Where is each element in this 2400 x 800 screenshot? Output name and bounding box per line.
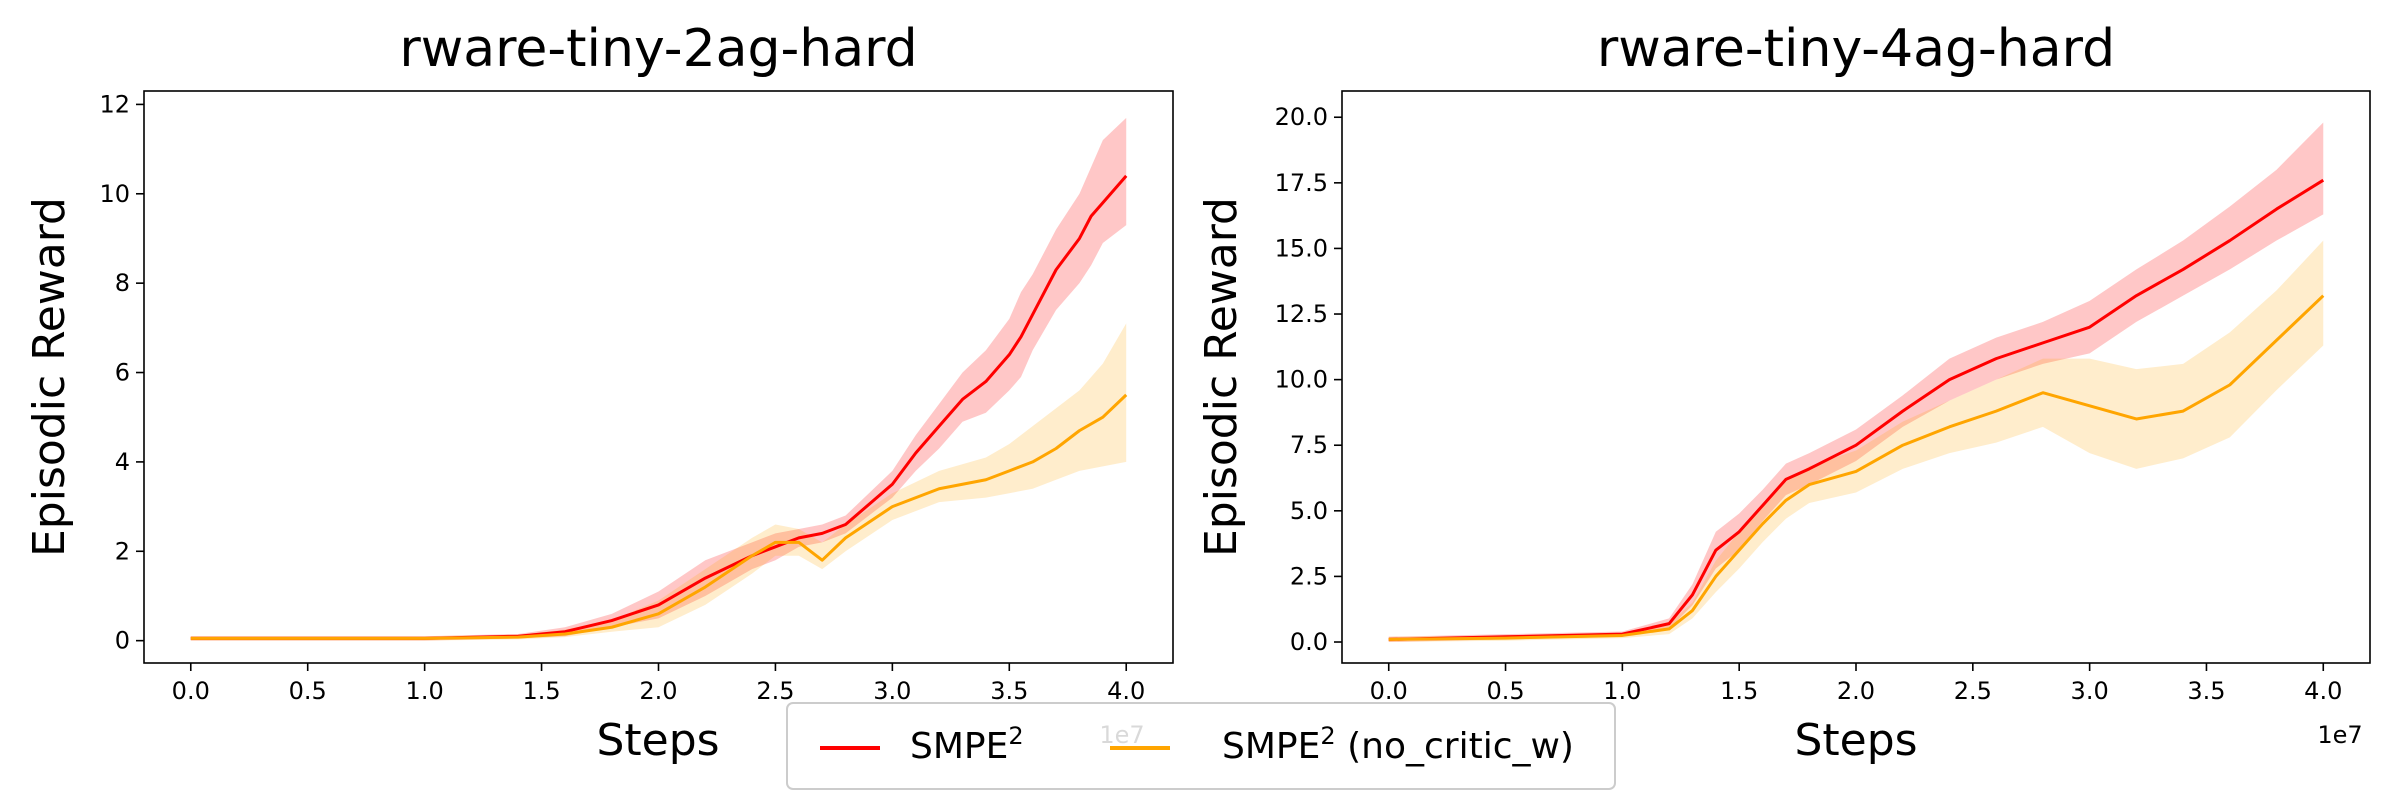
y-tick-label: 4 [115, 448, 130, 476]
y-tick-label: 0.0 [1290, 628, 1328, 656]
y-tick-label: 12 [99, 90, 130, 118]
x-tick-label: 2.0 [1837, 677, 1875, 705]
x-tick-label: 4.0 [1107, 677, 1145, 705]
legend-frame [786, 702, 1616, 790]
x-tick-label: 3.5 [2187, 677, 2225, 705]
x-tick-label: 0.0 [1370, 677, 1408, 705]
x-tick-label: 3.5 [990, 677, 1028, 705]
chart-title: rware-tiny-4ag-hard [1597, 19, 2115, 79]
y-tick-label: 12.5 [1275, 300, 1328, 328]
y-tick-label: 10.0 [1275, 366, 1328, 394]
y-axis-label: Episodic Reward [1196, 197, 1247, 557]
chart-panel-rware-tiny-4ag-hard: rware-tiny-4ag-hard 0.0 0.5 1.0 1.5 2.0 2.5 3.0… [1196, 19, 2371, 766]
y-tick-label: 15.0 [1275, 234, 1328, 262]
x-tick-label: 2.5 [1954, 677, 1992, 705]
x-tick-label: 0.5 [289, 677, 327, 705]
y-tick-label: 5.0 [1290, 497, 1328, 525]
x-tick-label: 3.0 [873, 677, 911, 705]
x-tick-label: 0.0 [172, 677, 210, 705]
series-line-smpe2-no-critic-w [1388, 294, 2325, 641]
legend-label-smpe2-no-critic-w: SMPE2 (no_critic_w) [1222, 722, 1574, 767]
y-tick-label: 6 [115, 359, 130, 387]
x-tick-label: 3.0 [2071, 677, 2109, 705]
y-tick-label: 2.5 [1290, 562, 1328, 590]
y-tick-label: 8 [115, 269, 130, 297]
x-tick-label: 0.5 [1486, 677, 1524, 705]
chart-title: rware-tiny-2ag-hard [399, 19, 917, 79]
x-tick-label: 4.0 [2304, 677, 2342, 705]
chart-legend: SMPE2 SMPE2 (no_critic_w) [786, 702, 1616, 790]
y-tick-label: 10 [99, 180, 130, 208]
series-band-smpe2-no-critic-w [1388, 240, 2324, 643]
y-axis-label: Episodic Reward [24, 197, 75, 557]
series-line-smpe2 [190, 174, 1128, 640]
x-tick-label: 1.0 [1603, 677, 1641, 705]
y-tick-label: 20.0 [1275, 103, 1328, 131]
y-tick-label: 0 [115, 627, 130, 655]
x-tick-label: 2.5 [756, 677, 794, 705]
y-tick-label: 17.5 [1275, 169, 1328, 197]
x-tick-label: 1.5 [1720, 677, 1758, 705]
x-tick-label: 2.0 [639, 677, 677, 705]
x-axis-label: Steps [1794, 715, 1917, 766]
series-band-smpe2-no-critic-w [190, 323, 1127, 641]
legend-label-smpe2: SMPE2 [910, 722, 1024, 767]
y-tick-label: 7.5 [1290, 431, 1328, 459]
series-line-smpe2-no-critic-w [190, 393, 1128, 640]
y-tick-label: 2 [115, 537, 130, 565]
x-axis-scale-label: 1e7 [2317, 721, 2362, 749]
x-tick-label: 1.0 [406, 677, 444, 705]
series-line-smpe2 [1388, 178, 2325, 641]
x-tick-label: 1.5 [522, 677, 560, 705]
x-axis-label: Steps [596, 715, 719, 766]
